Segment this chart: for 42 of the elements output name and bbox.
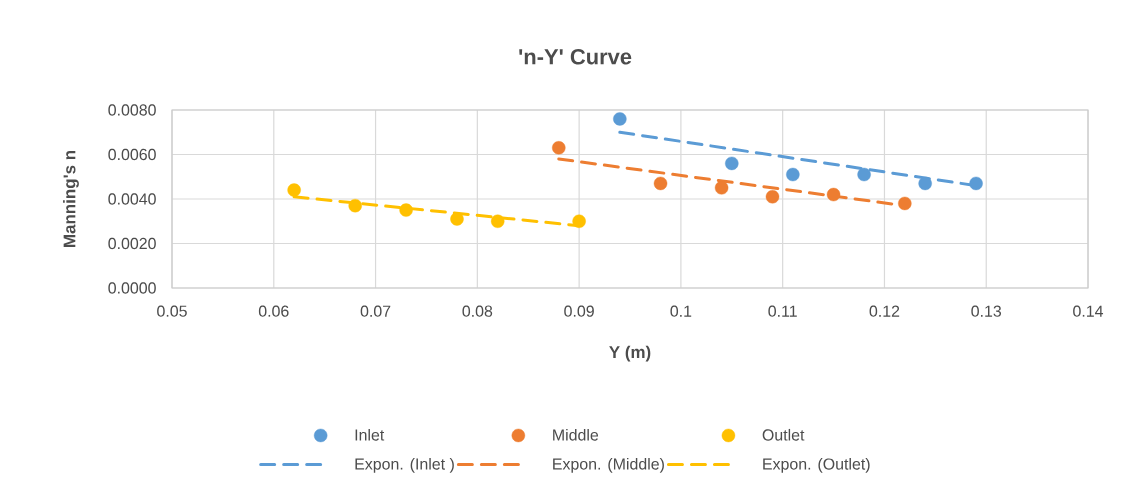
- x-tick-label: 0.13: [971, 305, 1002, 317]
- y-tick-label: 0.0000: [108, 282, 156, 294]
- point: [287, 183, 301, 197]
- point: [857, 167, 871, 182]
- point: [969, 176, 983, 191]
- point: [491, 214, 505, 228]
- x-tick-label: 0.07: [360, 305, 391, 317]
- y-tick-label: 0.0060: [108, 148, 156, 161]
- x-axis-title: Y (m): [609, 345, 651, 362]
- legend-label: Expon. (Inlet ): [355, 457, 454, 473]
- point: [613, 112, 627, 126]
- y-tick-label: 0.0080: [108, 104, 156, 116]
- point: [450, 212, 464, 226]
- legend-label: Expon. (Middle): [553, 457, 664, 473]
- point: [725, 156, 739, 171]
- y-tick-label: 0.0040: [108, 193, 156, 205]
- point: [826, 187, 841, 202]
- x-tick-label: 0.08: [462, 305, 493, 317]
- point: [714, 181, 729, 195]
- y-axis-title: Manning's n: [63, 150, 79, 247]
- point: [552, 141, 566, 155]
- point: [399, 203, 413, 217]
- point: [572, 214, 586, 228]
- y-tick-label: 0.0020: [108, 237, 156, 250]
- x-tick-label: 0.05: [157, 305, 187, 317]
- x-tick-label: 0.1: [670, 305, 692, 317]
- legend-label: Outlet: [762, 428, 805, 441]
- point: [348, 198, 362, 213]
- legend-label: Inlet: [355, 428, 385, 441]
- x-tick-label: 0.12: [869, 305, 900, 317]
- point: [786, 167, 800, 182]
- x-tick-label: 0.09: [564, 305, 594, 317]
- legend-label: Expon. (Outlet): [763, 457, 870, 473]
- x-tick-label: 0.11: [768, 305, 797, 317]
- legend-label: Middle: [553, 428, 599, 441]
- chart-title: 'n-Y' Curve: [519, 48, 632, 65]
- x-tick-label: 0.14: [1073, 305, 1104, 317]
- point: [918, 176, 932, 191]
- x-tick-label: 0.06: [258, 305, 289, 317]
- point: [898, 196, 912, 211]
- point: [765, 190, 780, 204]
- point: [653, 176, 668, 191]
